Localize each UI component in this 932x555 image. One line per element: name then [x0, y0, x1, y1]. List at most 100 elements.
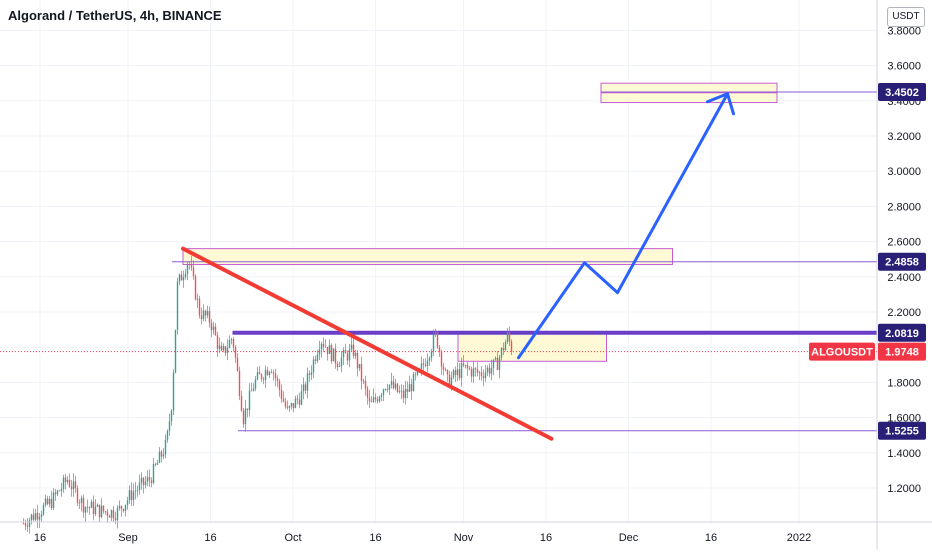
candle-body	[338, 366, 341, 367]
candle-body	[272, 372, 275, 374]
candle-body	[100, 505, 103, 518]
candle-body	[208, 311, 211, 323]
candle-body	[438, 347, 441, 352]
candle-body	[400, 390, 403, 392]
candle-body	[280, 389, 283, 399]
candle-body	[118, 506, 121, 509]
x-tick-label: Sep	[118, 532, 138, 544]
candle-body	[496, 357, 499, 370]
level-lines	[0, 91, 877, 432]
level-price-tag	[878, 82, 926, 101]
candle-body	[210, 322, 213, 330]
candle-body	[252, 388, 255, 391]
candle-body	[26, 525, 29, 527]
candle-body	[468, 368, 471, 370]
candle-body	[168, 421, 171, 431]
y-tick-label: 2.8000	[887, 201, 921, 213]
candle-body	[184, 273, 187, 278]
candle-body	[326, 346, 329, 354]
candle-body	[456, 369, 459, 375]
candle-body	[328, 345, 331, 354]
candle-body	[264, 370, 267, 380]
candle-body	[482, 376, 485, 379]
candle-body	[474, 368, 477, 370]
candle-body	[220, 345, 223, 351]
candle-body	[458, 369, 461, 379]
candle-body	[392, 381, 395, 389]
candle-body	[102, 505, 105, 512]
y-tick-label: 3.8000	[887, 25, 921, 37]
candle-body	[198, 298, 201, 316]
candle-body	[170, 410, 173, 422]
candle-body	[146, 477, 149, 482]
candle-body	[386, 389, 389, 390]
candle-body	[130, 490, 133, 501]
candle-body	[362, 380, 365, 382]
candle-body	[224, 346, 227, 354]
candle-body	[408, 384, 411, 392]
candle-body	[222, 346, 225, 351]
candle-body	[442, 366, 445, 370]
candle-body	[132, 491, 135, 501]
x-tick-label: 2022	[787, 532, 811, 544]
last-price-tag	[878, 342, 926, 361]
candle-body	[378, 396, 381, 402]
candle-body	[366, 388, 369, 398]
candle-body	[22, 523, 25, 524]
candle-body	[370, 401, 373, 403]
candle-body	[406, 389, 409, 392]
candle-body	[24, 523, 27, 526]
candle-body	[322, 343, 325, 347]
candle-body	[244, 408, 247, 425]
candle-body	[214, 326, 217, 336]
candle-body	[288, 406, 291, 408]
candle-body	[354, 352, 357, 356]
candle-body	[144, 481, 147, 485]
candle-body	[154, 463, 157, 465]
x-tick-label: 16	[540, 532, 552, 544]
y-tick-label: 2.4000	[887, 272, 921, 284]
candle-body	[466, 364, 469, 369]
candle-body	[274, 373, 277, 379]
candle-body	[196, 298, 199, 300]
candle-body	[28, 520, 31, 527]
candle-body	[380, 395, 383, 397]
candle-body	[234, 347, 237, 358]
candle-body	[128, 490, 131, 501]
candle-body	[134, 490, 137, 492]
candle-body	[296, 398, 299, 400]
candle-body	[112, 510, 115, 519]
symbol-tag	[809, 342, 875, 361]
candle-body	[396, 383, 399, 393]
candle-body	[476, 369, 479, 373]
candle-body	[450, 377, 453, 388]
candle-body	[300, 391, 303, 405]
candle-body	[492, 359, 495, 368]
candle-body	[398, 391, 401, 393]
currency-selector[interactable]: USDT	[887, 7, 925, 27]
candle-body	[430, 351, 433, 359]
candle-body	[236, 357, 239, 371]
candle-body	[98, 504, 101, 518]
candle-body	[422, 363, 425, 365]
candle-body	[484, 372, 487, 379]
candle-body	[508, 332, 511, 342]
candle-body	[504, 341, 507, 351]
y-tick-label: 1.2000	[887, 483, 921, 495]
candle-body	[92, 501, 95, 515]
y-tick-label: 2.6000	[887, 237, 921, 249]
candle-body	[54, 492, 57, 495]
y-tick-label: 3.2000	[887, 131, 921, 143]
candle-body	[502, 347, 505, 351]
candle-body	[308, 373, 311, 375]
candle-body	[80, 497, 83, 503]
level-price-label: 2.0819	[885, 328, 919, 340]
candle-body	[314, 359, 317, 361]
y-tick-label: 2.2000	[887, 307, 921, 319]
candle-body	[432, 334, 435, 352]
candle-body	[500, 347, 503, 358]
candle-body	[390, 381, 393, 385]
